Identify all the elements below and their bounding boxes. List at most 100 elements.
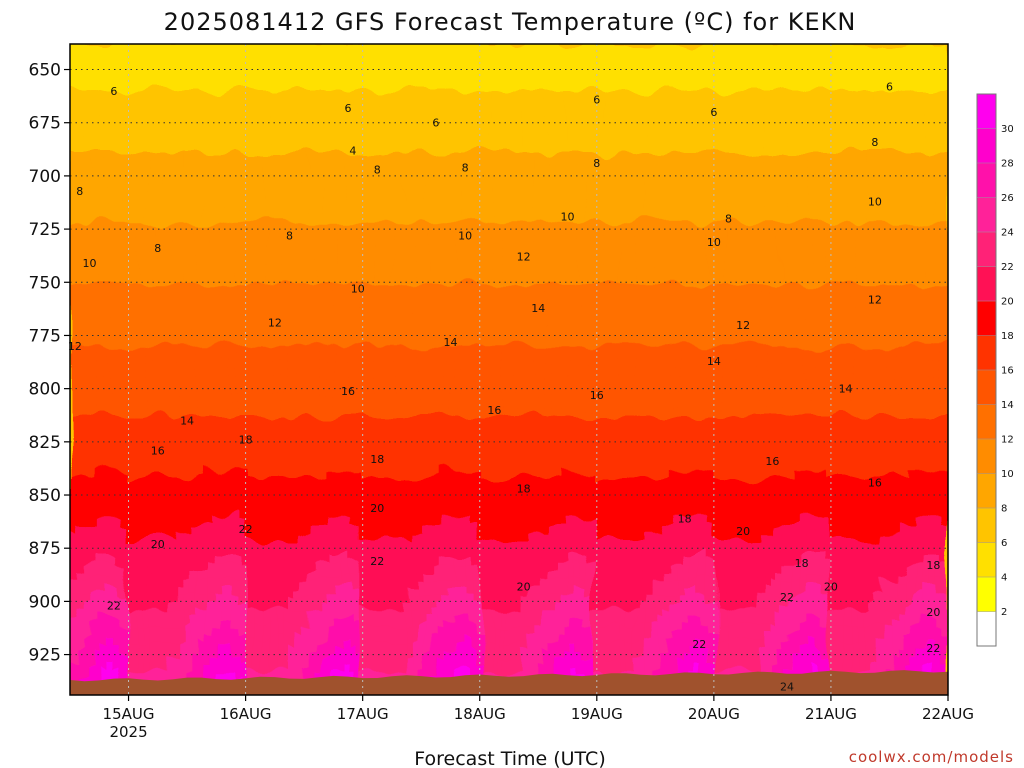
temperature-cell	[225, 75, 234, 84]
temperature-cell	[225, 284, 234, 293]
temperature-cell	[112, 175, 121, 185]
temperature-cell	[466, 245, 475, 254]
temperature-cell	[105, 137, 114, 146]
temperature-cell	[197, 594, 206, 603]
temperature-cell	[119, 144, 128, 154]
temperature-cell	[225, 617, 234, 626]
temperature-cell	[374, 392, 383, 402]
temperature-cell	[346, 470, 354, 479]
temperature-cell	[162, 90, 170, 99]
temperature-cell	[77, 485, 85, 495]
temperature-cell	[459, 454, 468, 464]
temperature-cell	[381, 67, 390, 76]
temperature-cell	[452, 253, 461, 262]
temperature-cell	[331, 144, 340, 154]
temperature-cell	[239, 152, 248, 161]
temperature-cell	[424, 656, 432, 665]
temperature-cell	[346, 90, 354, 99]
temperature-cell	[190, 354, 199, 363]
temperature-cell	[197, 323, 206, 332]
temperature-cell	[374, 377, 383, 386]
temperature-cell	[289, 532, 298, 541]
temperature-cell	[480, 392, 489, 402]
temperature-cell	[438, 160, 446, 169]
temperature-cell	[183, 640, 191, 650]
temperature-cell	[409, 292, 418, 301]
temperature-cell	[409, 439, 418, 448]
temperature-cell	[261, 447, 269, 456]
temperature-cell	[452, 431, 461, 440]
temperature-cell	[466, 261, 475, 270]
temperature-cell	[218, 563, 227, 572]
temperature-cell	[204, 51, 213, 61]
temperature-cell	[416, 152, 425, 161]
temperature-cell	[154, 268, 163, 278]
temperature-cell	[190, 540, 199, 549]
temperature-cell	[388, 230, 397, 239]
temperature-cell	[176, 191, 184, 200]
temperature-cell	[225, 578, 234, 588]
temperature-cell	[282, 152, 291, 161]
temperature-cell	[374, 648, 383, 657]
temperature-cell	[140, 563, 149, 572]
temperature-cell	[438, 586, 446, 595]
temperature-cell	[360, 168, 368, 177]
temperature-cell	[480, 253, 489, 262]
temperature-cell	[445, 369, 453, 378]
temperature-cell	[409, 44, 418, 53]
temperature-cell	[339, 648, 347, 657]
temperature-cell	[247, 51, 255, 61]
temperature-cell	[324, 160, 333, 169]
temperature-cell	[91, 617, 99, 626]
temperature-cell	[367, 98, 376, 107]
temperature-cell	[169, 129, 177, 138]
temperature-cell	[140, 617, 149, 626]
temperature-cell	[147, 524, 156, 533]
temperature-cell	[346, 454, 354, 464]
temperature-cell	[232, 106, 241, 115]
temperature-cell	[282, 253, 291, 262]
temperature-cell	[424, 532, 432, 541]
temperature-cell	[154, 540, 163, 549]
temperature-cell	[367, 168, 376, 177]
temperature-cell	[84, 617, 92, 626]
temperature-cell	[331, 392, 340, 402]
temperature-cell	[416, 82, 425, 92]
temperature-cell	[416, 640, 425, 650]
temperature-cell	[77, 509, 85, 518]
temperature-cell	[374, 98, 383, 107]
temperature-cell	[339, 237, 347, 247]
temperature-cell	[154, 245, 163, 254]
temperature-cell	[381, 671, 390, 681]
temperature-cell	[239, 51, 248, 61]
temperature-cell	[296, 493, 305, 502]
temperature-cell	[296, 524, 305, 533]
temperature-cell	[388, 129, 397, 138]
temperature-cell	[487, 261, 496, 270]
temperature-cell	[445, 470, 453, 479]
temperature-cell	[296, 547, 305, 557]
temperature-cell	[147, 625, 156, 634]
temperature-cell	[303, 501, 312, 510]
temperature-cell	[445, 447, 453, 456]
temperature-cell	[247, 602, 255, 611]
temperature-cell	[360, 67, 368, 76]
temperature-cell	[197, 121, 206, 130]
temperature-cell	[459, 439, 468, 448]
temperature-cell	[431, 361, 439, 371]
temperature-cell	[466, 346, 475, 355]
temperature-cell	[459, 563, 468, 572]
temperature-cell	[133, 664, 142, 673]
temperature-cell	[112, 191, 121, 200]
temperature-cell	[162, 152, 170, 161]
temperature-cell	[303, 563, 312, 572]
temperature-cell	[395, 330, 404, 340]
temperature-cell	[112, 578, 121, 588]
temperature-cell	[381, 276, 390, 285]
temperature-cell	[77, 113, 85, 123]
temperature-cell	[211, 648, 220, 657]
temperature-cell	[367, 540, 376, 549]
temperature-cell	[126, 307, 135, 316]
temperature-cell	[339, 431, 347, 440]
temperature-cell	[176, 113, 184, 123]
